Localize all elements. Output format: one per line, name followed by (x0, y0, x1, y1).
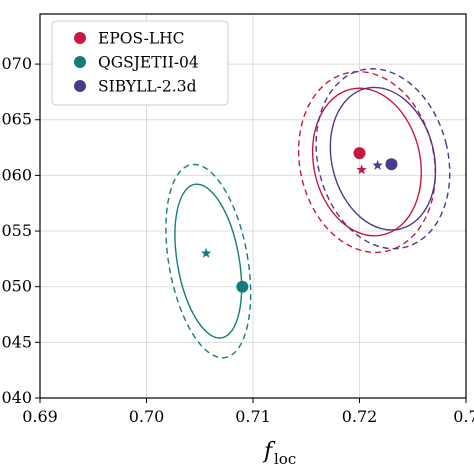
legend-box (51, 20, 229, 106)
epos-lhc-ellipse-outer (297, 70, 436, 254)
epos-lhc-star (356, 164, 367, 175)
epos-lhc-point (353, 147, 366, 160)
data-markers (200, 147, 398, 293)
x-axis-label: f loc (262, 439, 296, 468)
sibyll-2-3d-ellipse-outer (315, 68, 451, 250)
legend-label-qgsjetii-04: QGSJETII-04 (98, 54, 199, 72)
qgsjetii-04-ellipse-outer (165, 163, 252, 359)
y-tick-label: .050 (0, 277, 32, 296)
y-tick-label: .060 (0, 165, 32, 184)
x-axis-label-subscript: loc (274, 450, 296, 468)
qgsjetii-04-point (236, 280, 249, 293)
axis-ticks: 0.69 0.70 0.71 0.72 0.7 .040 .045 .050 .055 .060.… (0, 54, 474, 426)
sibyll-2-3d-point (385, 158, 398, 171)
sibyll-2-3d-star (372, 159, 383, 170)
x-tick-label: 0.70 (129, 407, 165, 426)
x-tick-label: 0.7 (453, 407, 474, 426)
legend-marker-sibyll-2-3d (74, 80, 86, 92)
sibyll-2-3d-ellipse-inner (329, 86, 437, 231)
x-tick-label: 0.71 (235, 407, 271, 426)
qgsjetii-04-ellipse-inner (174, 183, 243, 339)
legend-label-epos-lhc: EPOS-LHC (98, 30, 185, 48)
y-tick-label: .065 (0, 110, 32, 129)
legend-marker-qgsjetii-04 (74, 56, 86, 68)
y-tick-label: .055 (0, 221, 32, 240)
qgsjetii-04-star (200, 247, 212, 258)
y-tick-label: .040 (0, 388, 32, 407)
y-tick-label: .070 (0, 54, 32, 73)
epos-lhc-ellipse-inner (311, 87, 423, 237)
legend: EPOS-LHC QGSJETII-04 SIBYLL-2.3d (51, 20, 229, 106)
x-tick-label: 0.69 (22, 407, 58, 426)
legend-marker-epos-lhc (74, 32, 86, 44)
y-tick-label: .045 (0, 332, 32, 351)
legend-label-sibyll-2-3d: SIBYLL-2.3d (98, 78, 197, 96)
confidence-ellipses (165, 68, 451, 359)
x-tick-label: 0.72 (342, 407, 378, 426)
